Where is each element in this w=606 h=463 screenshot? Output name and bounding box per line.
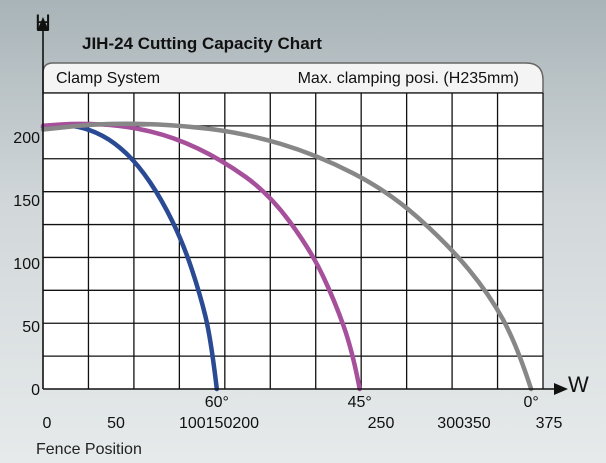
y-axis-arrow (37, 17, 49, 31)
x-tick-label: 100150200 (179, 415, 259, 432)
angle-label-2: 0° (523, 394, 538, 411)
x-tick-label: 250 (368, 415, 395, 432)
plot-area (43, 93, 543, 389)
clamp-system-label: Clamp System (56, 70, 160, 87)
x-tick-label: 0 (43, 415, 52, 432)
grid (43, 92, 544, 389)
capacity-curves (40, 121, 534, 392)
max-clamping-label: Max. clamping posi. (H235mm) (298, 70, 519, 87)
x-tick-label: 300350 (437, 415, 490, 432)
angle-label-1: 45° (348, 394, 372, 411)
fence-position-label: Fence Position (36, 441, 142, 458)
y-tick-label: 200 (13, 130, 40, 147)
x-tick-label: 50 (107, 415, 125, 432)
x-tick-labels: 0 50 100150200 250 300350 375 (43, 415, 563, 432)
x-tick-label: 375 (536, 415, 563, 432)
y-tick-label: 150 (13, 193, 40, 210)
y-tick-label: 50 (22, 319, 40, 336)
x-axis-letter: W (568, 372, 589, 397)
angle-label-0: 60° (205, 394, 229, 411)
y-tick-label: 100 (13, 256, 40, 273)
y-tick-label: 0 (31, 382, 40, 399)
chart-title: JIH-24 Cutting Capacity Chart (82, 34, 322, 53)
x-axis-arrow (554, 383, 568, 395)
angle-labels: 60° 45° 0° (205, 394, 539, 411)
curve-series-2 (40, 121, 534, 392)
y-tick-labels: 0 50 100 150 200 (13, 130, 40, 399)
